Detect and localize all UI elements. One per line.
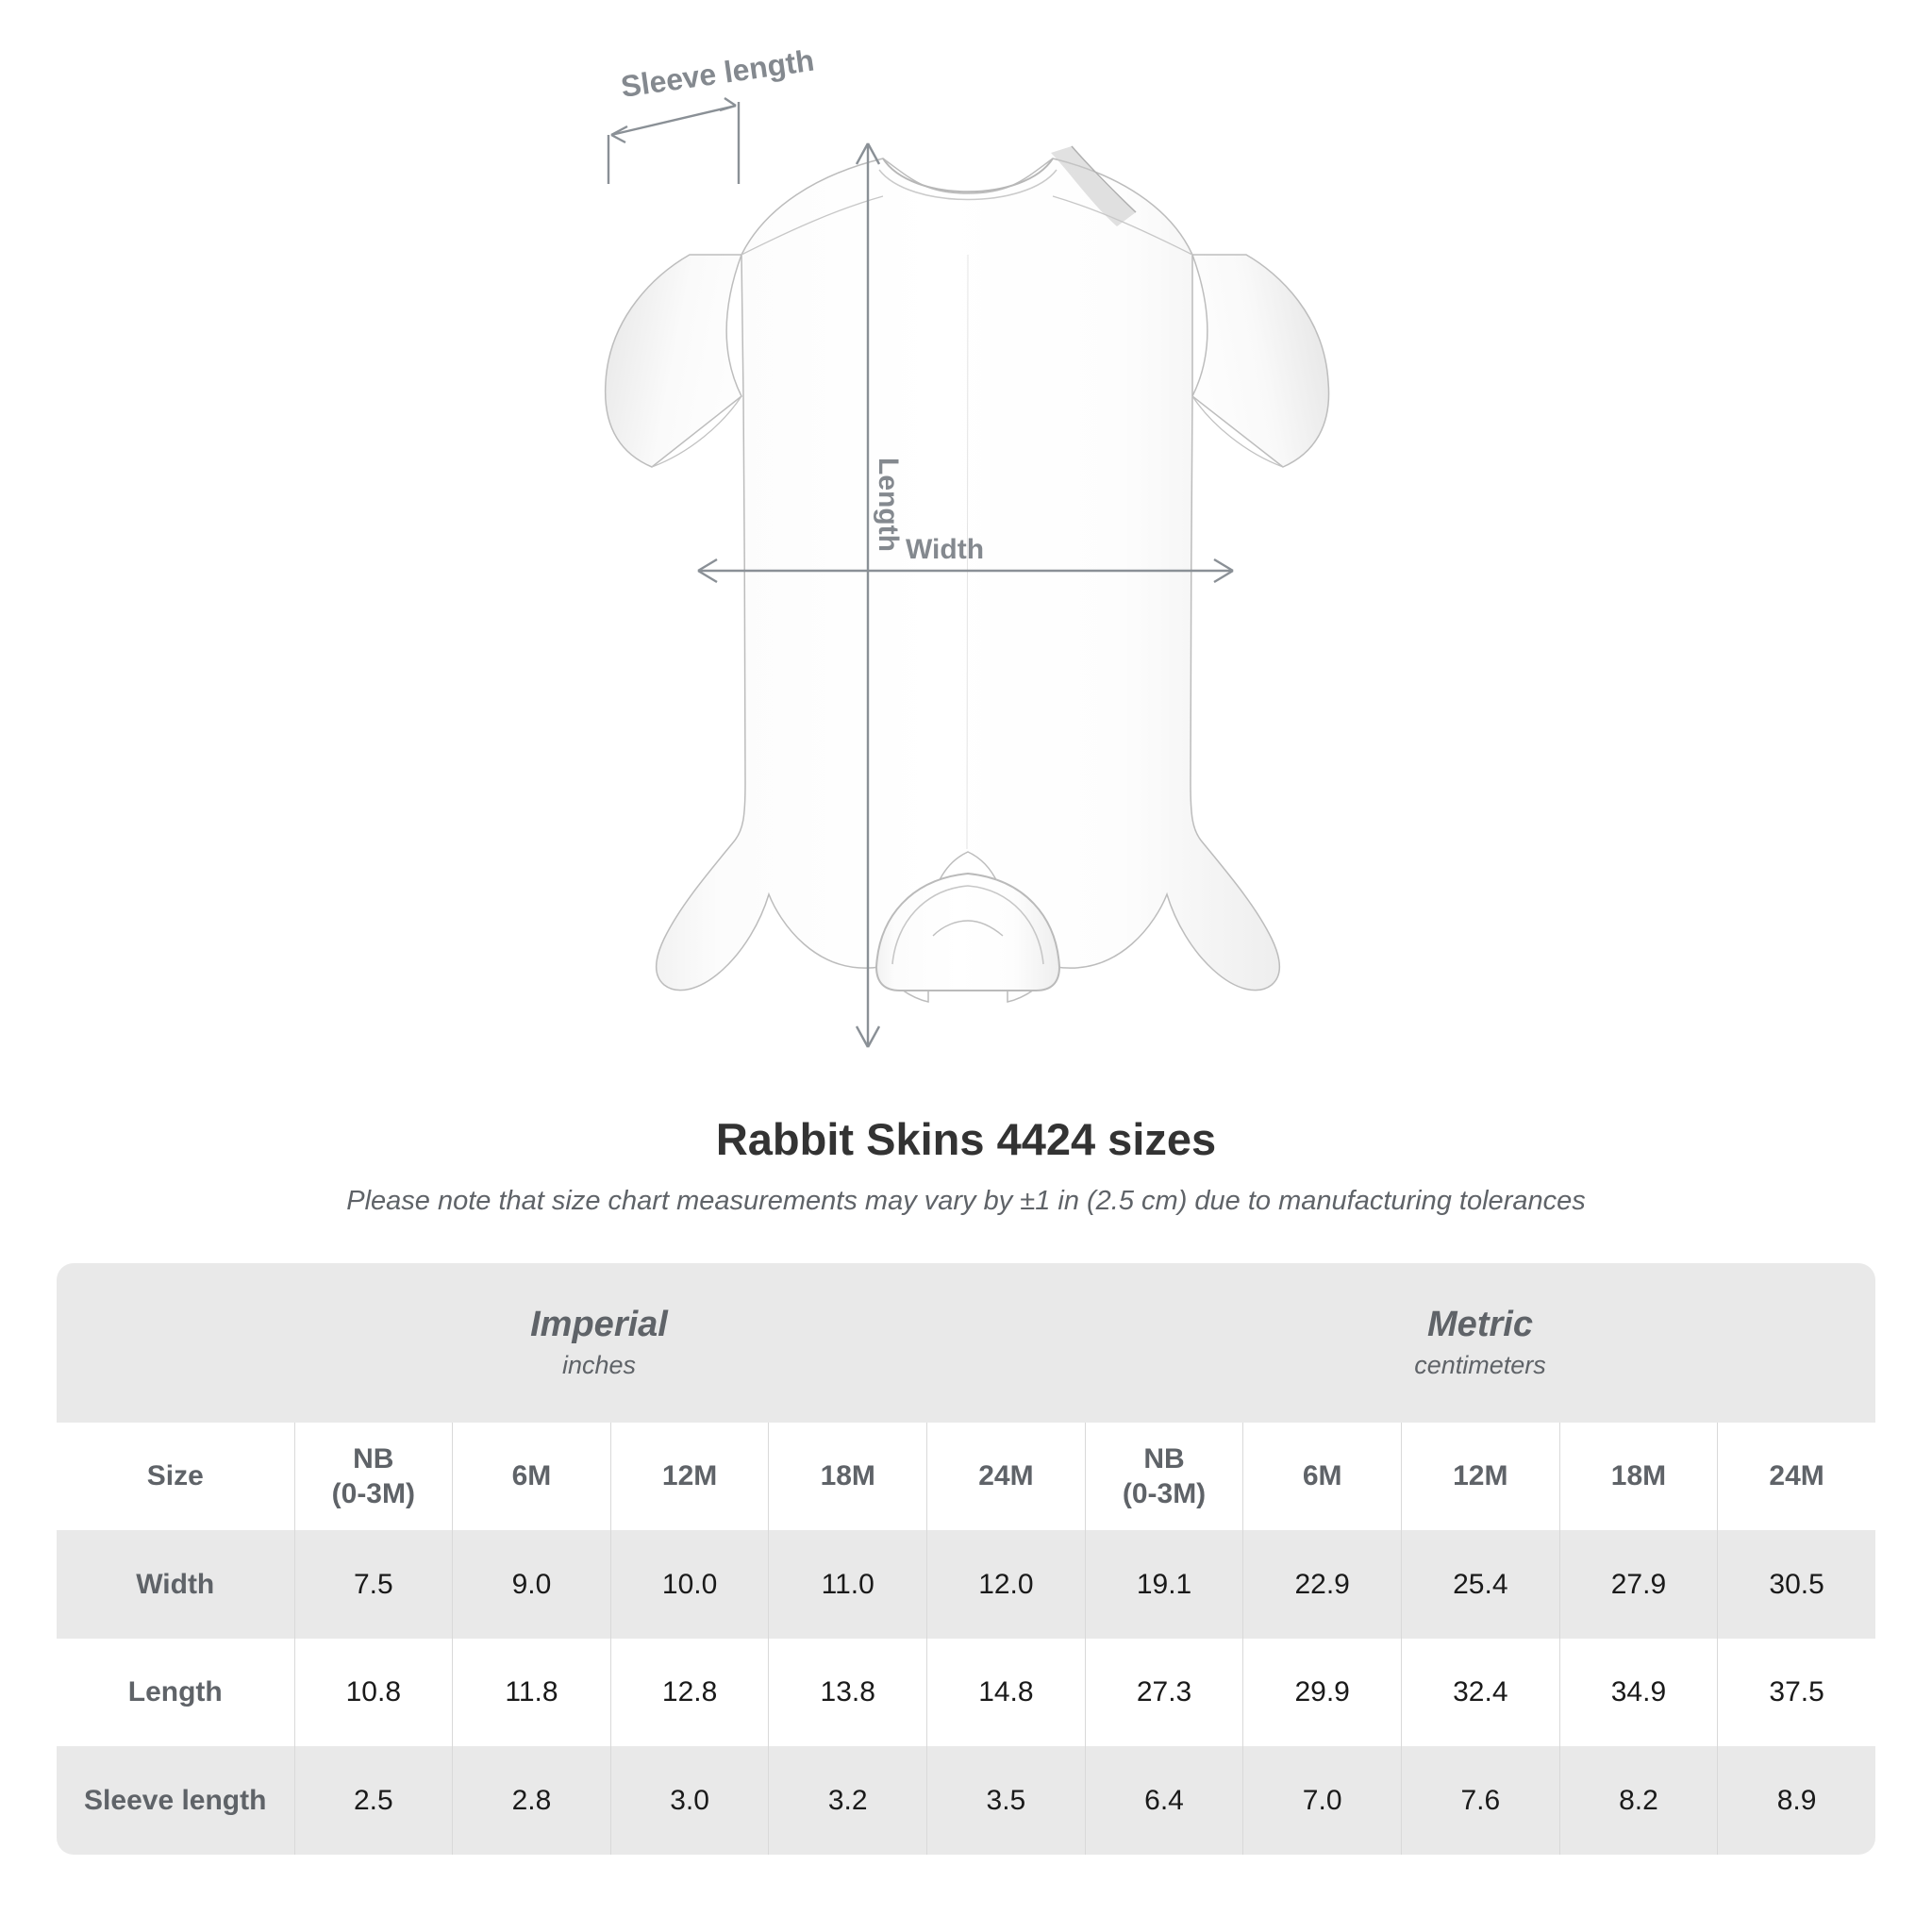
svg-text:Length: Length [873,458,904,552]
svg-text:Sleeve length: Sleeve length [619,43,816,104]
svg-text:Width: Width [906,534,984,565]
